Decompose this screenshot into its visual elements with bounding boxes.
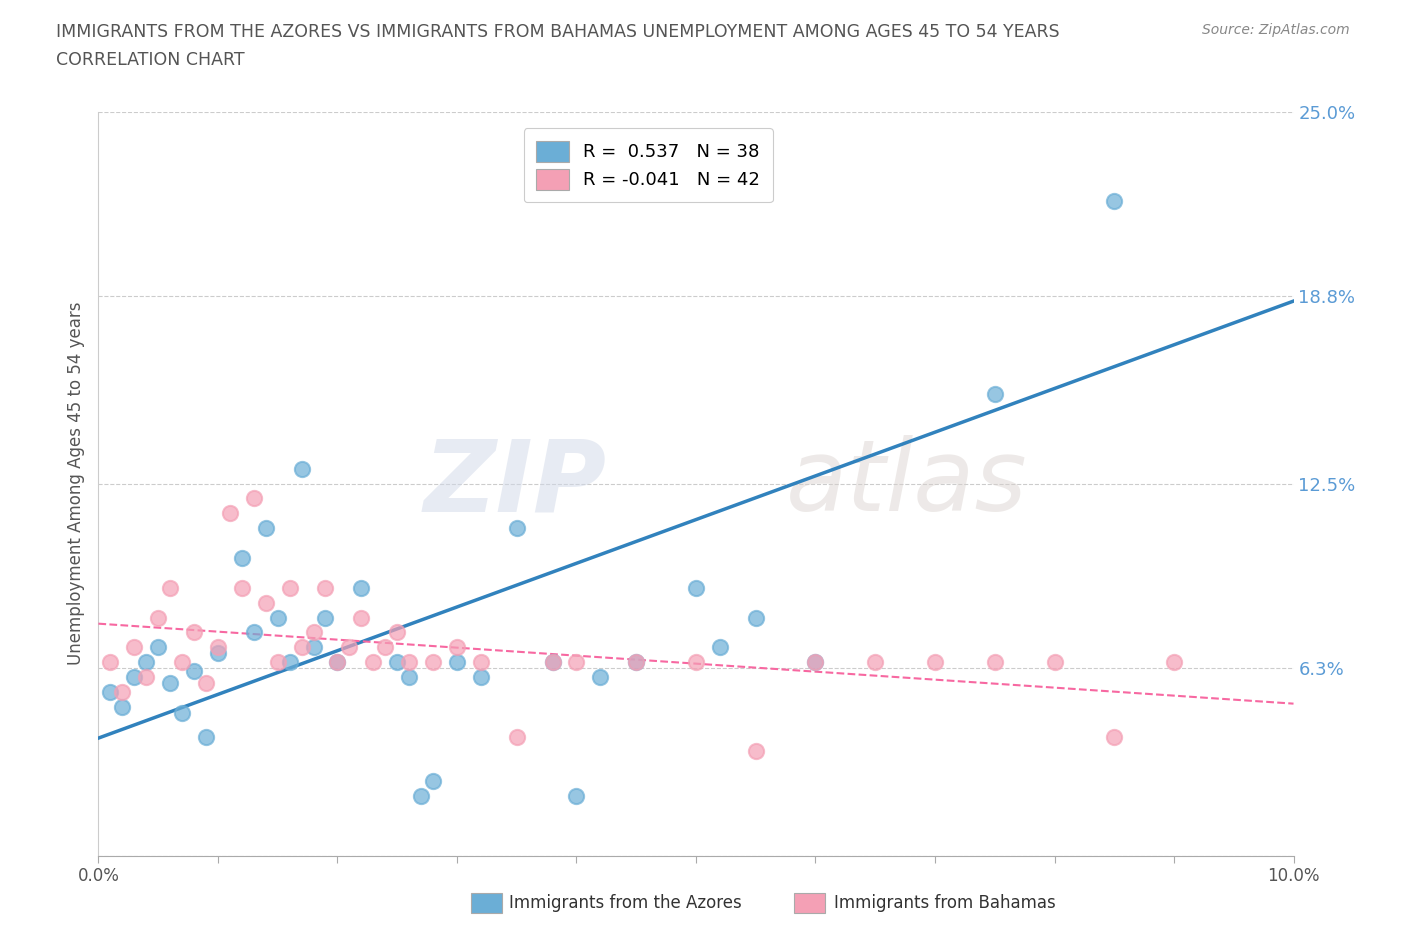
Text: ZIP: ZIP — [423, 435, 606, 532]
Point — [195, 729, 218, 744]
Text: Immigrants from Bahamas: Immigrants from Bahamas — [834, 894, 1056, 912]
Point — [470, 670, 492, 684]
Point — [207, 640, 229, 655]
Point — [243, 625, 266, 640]
Point — [98, 655, 122, 670]
Point — [506, 521, 529, 536]
Point — [374, 640, 396, 655]
Point — [148, 610, 170, 625]
Point — [446, 655, 468, 670]
Point — [231, 580, 253, 595]
Point — [565, 655, 588, 670]
Point — [207, 645, 229, 660]
Point — [135, 670, 157, 684]
Point — [1104, 729, 1126, 744]
Point — [589, 670, 612, 684]
Point — [626, 655, 648, 670]
Point — [924, 655, 946, 670]
Point — [183, 664, 205, 679]
Point — [541, 655, 564, 670]
Point — [148, 640, 170, 655]
Point — [267, 610, 290, 625]
Point — [804, 655, 827, 670]
Point — [385, 625, 409, 640]
Point — [254, 595, 277, 610]
Point — [804, 655, 827, 670]
Text: Immigrants from the Azores: Immigrants from the Azores — [509, 894, 742, 912]
Point — [422, 655, 444, 670]
Point — [124, 670, 146, 684]
Point — [159, 580, 181, 595]
Point — [506, 729, 529, 744]
Point — [865, 655, 887, 670]
Point — [1104, 193, 1126, 208]
Point — [243, 491, 266, 506]
Point — [422, 774, 444, 789]
Point — [984, 655, 1007, 670]
Point — [411, 789, 433, 804]
Point — [302, 640, 325, 655]
Point — [745, 610, 768, 625]
Point — [267, 655, 290, 670]
Point — [254, 521, 277, 536]
Point — [135, 655, 157, 670]
Point — [219, 506, 242, 521]
Point — [1043, 655, 1066, 670]
Point — [446, 640, 468, 655]
Point — [363, 655, 385, 670]
Point — [302, 625, 325, 640]
Point — [231, 551, 253, 565]
Point — [315, 610, 337, 625]
Point — [1163, 655, 1185, 670]
Point — [350, 580, 373, 595]
Point — [470, 655, 492, 670]
Point — [172, 655, 194, 670]
Point — [98, 684, 122, 699]
Point — [709, 640, 731, 655]
Point — [350, 610, 373, 625]
Point — [385, 655, 409, 670]
Point — [326, 655, 349, 670]
Point — [685, 655, 707, 670]
Point — [195, 675, 218, 690]
Point — [339, 640, 361, 655]
Point — [398, 670, 420, 684]
Point — [685, 580, 707, 595]
Legend: R =  0.537   N = 38, R = -0.041   N = 42: R = 0.537 N = 38, R = -0.041 N = 42 — [523, 128, 773, 203]
Point — [111, 699, 134, 714]
Text: CORRELATION CHART: CORRELATION CHART — [56, 51, 245, 69]
Point — [278, 580, 301, 595]
Point — [183, 625, 205, 640]
Point — [111, 684, 134, 699]
Point — [745, 744, 768, 759]
Point — [159, 675, 181, 690]
Y-axis label: Unemployment Among Ages 45 to 54 years: Unemployment Among Ages 45 to 54 years — [66, 302, 84, 665]
Point — [315, 580, 337, 595]
Point — [984, 387, 1007, 402]
Point — [124, 640, 146, 655]
Point — [291, 461, 314, 476]
Point — [541, 655, 564, 670]
Text: Source: ZipAtlas.com: Source: ZipAtlas.com — [1202, 23, 1350, 37]
Point — [172, 705, 194, 720]
Point — [398, 655, 420, 670]
Point — [565, 789, 588, 804]
Point — [326, 655, 349, 670]
Text: IMMIGRANTS FROM THE AZORES VS IMMIGRANTS FROM BAHAMAS UNEMPLOYMENT AMONG AGES 45: IMMIGRANTS FROM THE AZORES VS IMMIGRANTS… — [56, 23, 1060, 41]
Point — [626, 655, 648, 670]
Point — [278, 655, 301, 670]
Text: atlas: atlas — [786, 435, 1028, 532]
Point — [291, 640, 314, 655]
